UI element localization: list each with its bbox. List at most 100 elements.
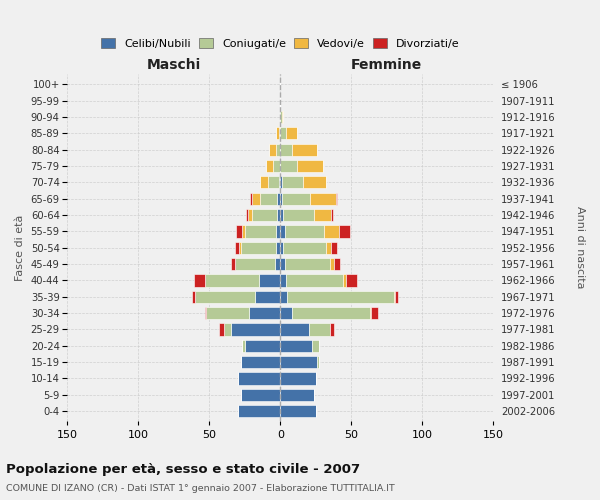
Bar	[194, 274, 205, 286]
Bar	[280, 242, 283, 254]
Bar	[303, 176, 326, 188]
Bar	[282, 192, 310, 205]
Bar	[242, 226, 245, 237]
Bar	[241, 388, 280, 401]
Bar	[273, 160, 280, 172]
Bar	[310, 192, 335, 205]
Bar	[277, 209, 280, 221]
Bar	[238, 372, 280, 384]
Bar	[279, 176, 280, 188]
Bar	[395, 290, 398, 303]
Bar	[335, 192, 337, 205]
Bar	[280, 340, 311, 352]
Bar	[275, 258, 280, 270]
Bar	[280, 356, 317, 368]
Bar	[236, 226, 242, 237]
Text: Maschi: Maschi	[146, 58, 201, 72]
Y-axis label: Anni di nascita: Anni di nascita	[575, 206, 585, 289]
Bar	[230, 258, 235, 270]
Bar	[311, 340, 319, 352]
Bar	[192, 290, 195, 303]
Bar	[276, 144, 280, 156]
Bar	[283, 209, 314, 221]
Bar	[284, 226, 325, 237]
Bar	[284, 258, 330, 270]
Bar	[338, 226, 350, 237]
Bar	[246, 209, 248, 221]
Bar	[286, 274, 343, 286]
Bar	[280, 160, 298, 172]
Bar	[248, 209, 252, 221]
Bar	[280, 258, 284, 270]
Bar	[230, 324, 280, 336]
Bar	[325, 226, 338, 237]
Bar	[239, 242, 241, 254]
Bar	[252, 209, 277, 221]
Bar	[260, 176, 268, 188]
Bar	[298, 160, 323, 172]
Bar	[276, 242, 280, 254]
Bar	[206, 307, 249, 319]
Bar	[276, 226, 280, 237]
Bar	[205, 307, 206, 319]
Bar	[238, 405, 280, 417]
Bar	[245, 226, 276, 237]
Bar	[346, 274, 357, 286]
Bar	[330, 324, 334, 336]
Bar	[287, 290, 394, 303]
Bar	[331, 242, 337, 254]
Bar	[260, 192, 277, 205]
Bar	[334, 258, 340, 270]
Bar	[283, 242, 326, 254]
Bar	[280, 388, 314, 401]
Bar	[249, 307, 280, 319]
Bar	[280, 192, 282, 205]
Bar	[314, 209, 331, 221]
Bar	[330, 258, 334, 270]
Bar	[280, 307, 292, 319]
Legend: Celibi/Nubili, Coniugati/e, Vedovi/e, Divorziati/e: Celibi/Nubili, Coniugati/e, Vedovi/e, Di…	[98, 35, 463, 52]
Bar	[279, 127, 280, 140]
Text: Popolazione per età, sesso e stato civile - 2007: Popolazione per età, sesso e stato civil…	[6, 462, 360, 475]
Bar	[241, 356, 280, 368]
Bar	[280, 290, 287, 303]
Bar	[280, 226, 284, 237]
Bar	[280, 111, 282, 123]
Bar	[259, 274, 280, 286]
Bar	[241, 242, 276, 254]
Bar	[394, 290, 395, 303]
Bar	[309, 324, 330, 336]
Bar	[195, 290, 255, 303]
Bar	[205, 274, 259, 286]
Bar	[269, 144, 276, 156]
Bar	[245, 340, 280, 352]
Bar	[276, 127, 279, 140]
Bar	[326, 242, 331, 254]
Bar	[282, 111, 283, 123]
Bar	[219, 324, 224, 336]
Bar	[250, 192, 252, 205]
Bar	[292, 307, 370, 319]
Bar	[277, 192, 280, 205]
Bar	[235, 242, 239, 254]
Bar	[255, 290, 280, 303]
Bar	[317, 356, 319, 368]
Bar	[242, 340, 245, 352]
Bar	[280, 405, 316, 417]
Bar	[280, 127, 286, 140]
Text: COMUNE DI IZANO (CR) - Dati ISTAT 1° gennaio 2007 - Elaborazione TUTTITALIA.IT: COMUNE DI IZANO (CR) - Dati ISTAT 1° gen…	[6, 484, 395, 493]
Bar	[224, 324, 230, 336]
Bar	[268, 176, 279, 188]
Bar	[266, 160, 273, 172]
Bar	[282, 176, 303, 188]
Bar	[235, 258, 275, 270]
Bar	[280, 209, 283, 221]
Bar	[280, 274, 286, 286]
Bar	[280, 324, 309, 336]
Bar	[292, 144, 317, 156]
Bar	[280, 372, 316, 384]
Bar	[331, 209, 333, 221]
Bar	[370, 307, 371, 319]
Y-axis label: Fasce di età: Fasce di età	[15, 214, 25, 281]
Bar	[286, 127, 298, 140]
